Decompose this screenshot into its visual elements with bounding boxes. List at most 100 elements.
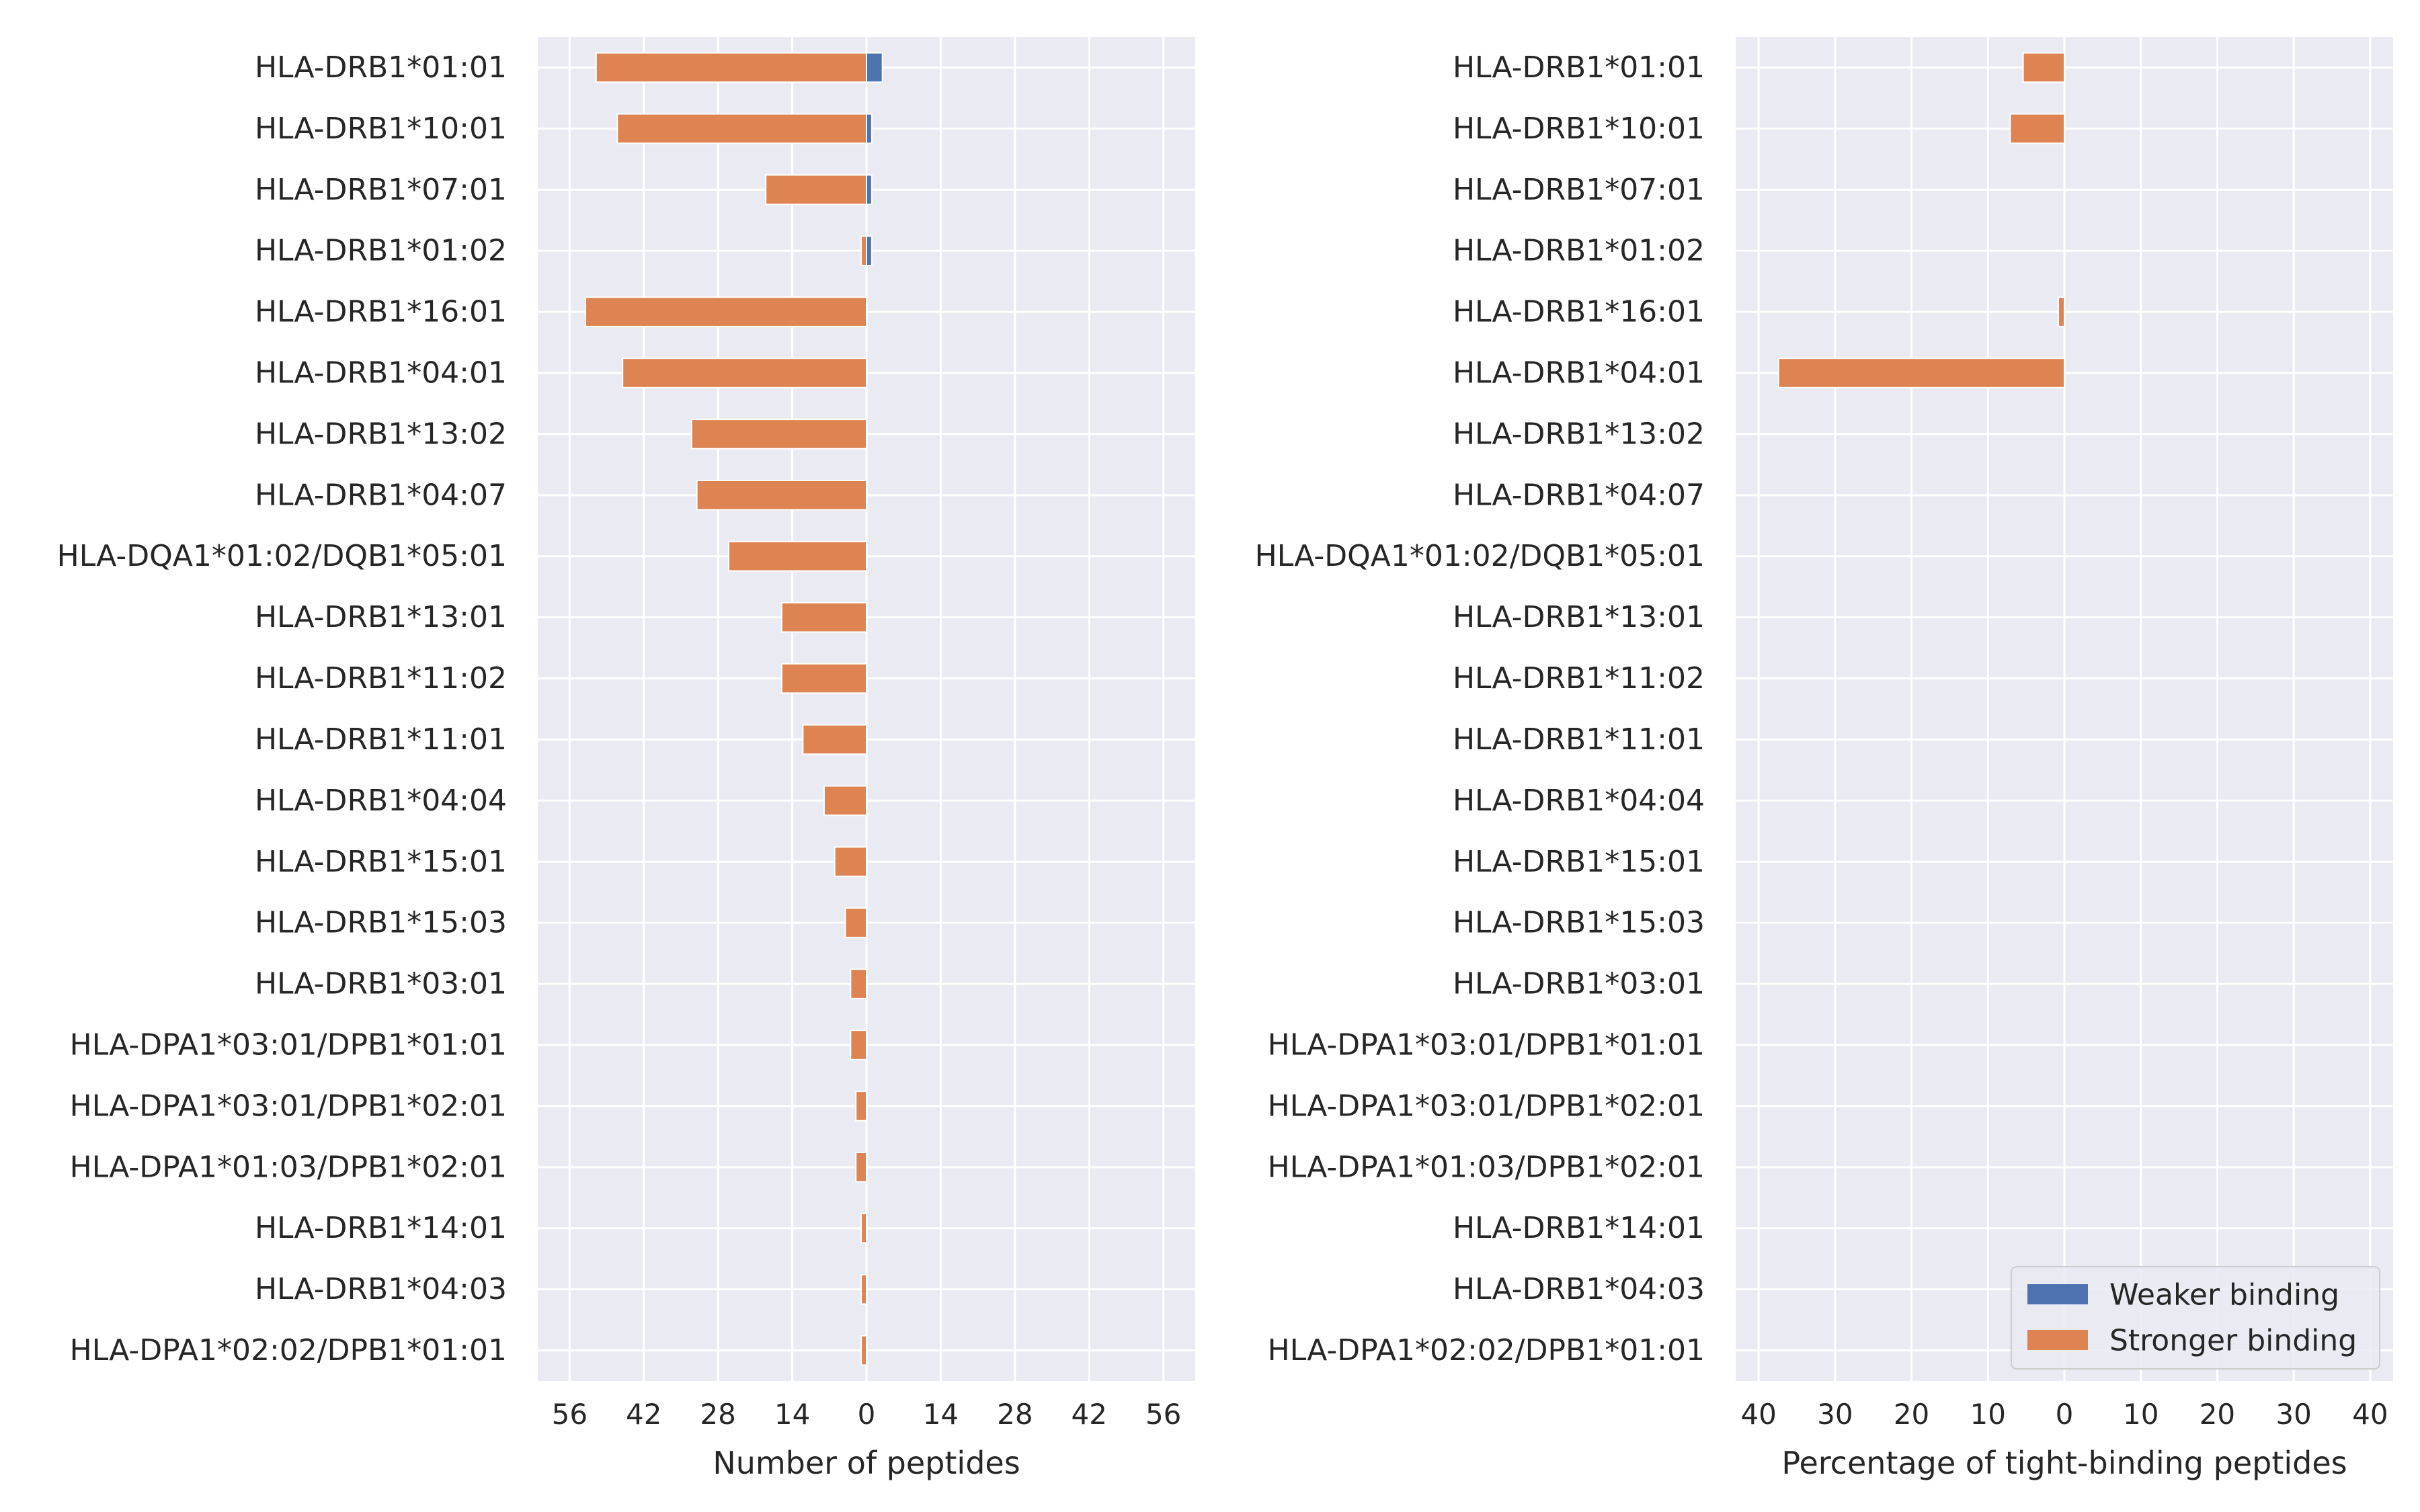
left-bar-stronger-16: [850, 1030, 868, 1060]
left-bar-stronger-12: [823, 785, 867, 816]
right-category-label: HLA-DRB1*13:01: [1453, 600, 1705, 634]
left-bar-stronger-15: [850, 968, 868, 999]
right-category-label: HLA-DPA1*03:01/DPB1*02:01: [1268, 1089, 1705, 1123]
right-category-label: HLA-DRB1*01:02: [1453, 234, 1705, 268]
right-x-tick-labels: 40 30 20 10 0 10 20 30 40: [1740, 1398, 2388, 1431]
right-bar-stronger-1: [2009, 113, 2065, 144]
left-category-label: HLA-DRB1*04:07: [255, 478, 507, 512]
left-category-label: HLA-DPA1*02:02/DPB1*01:01: [70, 1333, 507, 1368]
left-category-label: HLA-DRB1*15:01: [255, 845, 507, 879]
right-x-tick-label: 10: [2123, 1398, 2159, 1431]
left-bar-stronger-2: [765, 174, 867, 206]
left-x-tick-label: 56: [552, 1398, 588, 1431]
right-category-label: HLA-DRB1*04:04: [1453, 784, 1705, 818]
left-x-tick-label: 28: [997, 1398, 1033, 1431]
left-bar-weaker-1: [866, 113, 873, 144]
left-bar-stronger-8: [727, 540, 867, 572]
left-bar-weaker-3: [866, 235, 873, 267]
left-category-label: HLA-DRB1*01:02: [255, 234, 507, 268]
right-bar-stronger-4: [2057, 296, 2066, 327]
left-category-label: HLA-DPA1*03:01/DPB1*02:01: [70, 1089, 507, 1123]
right-x-axis-label: Percentage of tight-binding peptides: [1781, 1445, 2347, 1481]
left-category-label: HLA-DRB1*03:01: [255, 967, 507, 1001]
left-bar-stronger-20: [860, 1273, 868, 1305]
right-x-tick-label: 40: [2352, 1398, 2388, 1431]
right-gridlines: [1736, 37, 2393, 1381]
legend-label-weaker: Weaker binding: [2109, 1278, 2339, 1312]
left-category-label: HLA-DRB1*14:01: [255, 1211, 507, 1245]
right-category-label: HLA-DRB1*01:01: [1453, 50, 1705, 85]
right-x-tick-label: 30: [2275, 1398, 2311, 1431]
left-category-label: HLA-DRB1*15:03: [255, 906, 507, 940]
right-bars: [1777, 52, 2066, 388]
left-bar-stronger-9: [780, 601, 867, 633]
right-category-label: HLA-DRB1*04:03: [1453, 1272, 1705, 1306]
left-bar-stronger-18: [855, 1152, 868, 1183]
left-bar-stronger-6: [690, 419, 868, 450]
left-bar-stronger-5: [622, 358, 867, 388]
left-x-tick-label: 42: [626, 1398, 661, 1431]
left-x-tick-label: 42: [1072, 1398, 1107, 1431]
left-x-tick-label: 0: [858, 1398, 876, 1431]
left-category-labels: HLA-DRB1*01:01 HLA-DRB1*10:01 HLA-DRB1*07:…: [57, 50, 507, 1368]
left-category-label: HLA-DRB1*10:01: [255, 112, 507, 146]
left-x-tick-label: 56: [1145, 1398, 1181, 1431]
right-category-label: HLA-DRB1*04:01: [1453, 356, 1705, 390]
left-category-label: HLA-DRB1*01:01: [255, 50, 507, 85]
left-category-label: HLA-DRB1*11:02: [255, 661, 507, 696]
right-category-label: HLA-DPA1*01:03/DPB1*02:01: [1268, 1150, 1705, 1184]
right-x-tick-label: 0: [2056, 1398, 2074, 1431]
left-x-tick-label: 14: [774, 1398, 810, 1431]
right-category-label: HLA-DPA1*03:01/DPB1*01:01: [1268, 1028, 1705, 1062]
right-x-tick-label: 30: [1817, 1398, 1853, 1431]
right-x-tick-label: 20: [2200, 1398, 2235, 1431]
right-category-label: HLA-DRB1*04:07: [1453, 478, 1705, 512]
right-panel-percentage-tight-binding: HLA-DRB1*01:01 HLA-DRB1*10:01 HLA-DRB1*07:…: [1255, 37, 2393, 1481]
left-bar-stronger-17: [855, 1091, 868, 1122]
left-x-tick-labels: 56 42 28 14 0 14 28 42 56: [552, 1398, 1182, 1431]
legend-swatch-weaker: [2027, 1284, 2088, 1304]
left-bar-stronger-7: [696, 480, 868, 511]
left-x-tick-label: 28: [700, 1398, 735, 1431]
left-bar-stronger-21: [860, 1335, 868, 1366]
right-category-label: HLA-DRB1*16:01: [1453, 295, 1705, 329]
right-bar-stronger-0: [2022, 52, 2065, 83]
right-category-label: HLA-DRB1*10:01: [1453, 112, 1705, 146]
left-x-tick-label: 14: [923, 1398, 959, 1431]
right-x-tick-label: 10: [1970, 1398, 2006, 1431]
right-x-tick-label: 40: [1740, 1398, 1776, 1431]
left-category-label: HLA-DRB1*16:01: [255, 295, 507, 329]
legend-swatch-stronger: [2027, 1330, 2088, 1350]
left-bar-stronger-13: [834, 846, 867, 878]
right-bar-stronger-5: [1777, 358, 2066, 388]
left-bar-stronger-3: [860, 235, 868, 267]
left-category-label: HLA-DRB1*11:01: [255, 722, 507, 757]
right-category-label: HLA-DPA1*02:02/DPB1*01:01: [1268, 1333, 1705, 1368]
left-bars: [584, 52, 883, 1366]
left-category-label: HLA-DRB1*04:04: [255, 784, 507, 818]
left-panel-number-of-peptides: HLA-DRB1*01:01 HLA-DRB1*10:01 HLA-DRB1*07:…: [57, 37, 1195, 1481]
right-category-label: HLA-DRB1*15:01: [1453, 845, 1705, 879]
left-category-label: HLA-DQA1*01:02/DQB1*05:01: [57, 539, 507, 573]
left-bar-weaker-2: [866, 174, 873, 206]
left-bar-stronger-19: [860, 1212, 868, 1244]
right-category-labels: HLA-DRB1*01:01 HLA-DRB1*10:01 HLA-DRB1*07:…: [1255, 50, 1705, 1368]
left-category-label: HLA-DRB1*13:01: [255, 600, 507, 634]
left-bar-stronger-10: [780, 663, 867, 694]
left-bar-stronger-1: [616, 113, 867, 144]
legend: Weaker binding Stronger binding: [2011, 1266, 2380, 1370]
right-category-label: HLA-DQA1*01:02/DQB1*05:01: [1255, 539, 1705, 573]
left-bar-stronger-14: [844, 907, 868, 939]
right-x-tick-label: 20: [1894, 1398, 1929, 1431]
left-bar-stronger-11: [802, 724, 868, 755]
right-category-label: HLA-DRB1*13:02: [1453, 417, 1705, 451]
left-category-label: HLA-DRB1*07:01: [255, 173, 507, 207]
legend-box: [2011, 1266, 2380, 1370]
right-category-label: HLA-DRB1*11:02: [1453, 661, 1705, 696]
left-x-axis-label: Number of peptides: [713, 1445, 1020, 1481]
left-category-label: HLA-DRB1*04:01: [255, 356, 507, 390]
left-bar-weaker-0: [866, 52, 883, 83]
right-category-label: HLA-DRB1*07:01: [1453, 173, 1705, 207]
left-category-label: HLA-DPA1*01:03/DPB1*02:01: [70, 1150, 507, 1184]
